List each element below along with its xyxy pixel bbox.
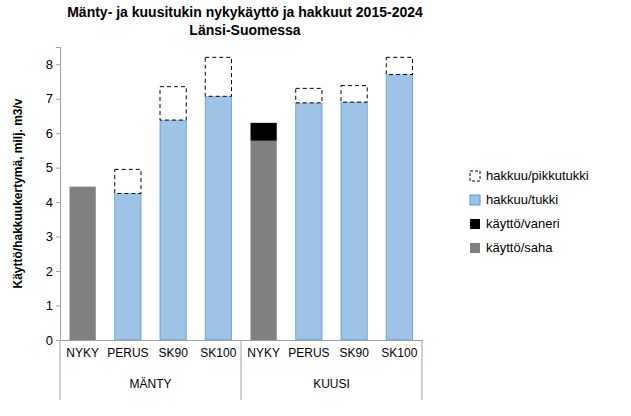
legend-item: käyttö/saha: [470, 240, 553, 255]
y-tick: 3: [46, 229, 60, 244]
y-tick-mark: [56, 64, 60, 65]
y-tick-label: 7: [46, 91, 53, 106]
y-tick-label: 8: [46, 57, 53, 72]
bar-segment: [205, 96, 231, 340]
x-tick: NYKY: [66, 340, 99, 360]
x-tick-label: SK90: [339, 346, 369, 360]
group-separator: [422, 340, 423, 400]
x-tick: NYKY: [247, 340, 280, 360]
group-label: KUUSI: [313, 377, 350, 391]
y-tick: 5: [46, 160, 60, 175]
title: Mänty- ja kuusitukin nykykäyttö ja hakku…: [67, 4, 423, 20]
bar-segment: [70, 187, 96, 340]
x-tick-label: PERUS: [288, 346, 329, 360]
x-tick: SK100: [381, 340, 417, 360]
bars: [70, 57, 413, 340]
y-tick: 6: [46, 126, 60, 141]
bar-segment: [341, 86, 367, 103]
y-tick-label: 1: [46, 298, 53, 313]
y-tick-label: 2: [46, 264, 53, 279]
bar-segment: [386, 57, 412, 74]
x-tick: PERUS: [288, 340, 329, 360]
y-tick-label: 0: [46, 333, 53, 348]
y-tick: 7: [46, 91, 60, 106]
legend-swatch: [470, 243, 480, 253]
bar-segment: [251, 141, 277, 340]
legend-item: hakkuu/pikkutukki: [470, 168, 589, 183]
y-tick-mark: [56, 237, 60, 238]
x-tick-label: SK100: [200, 346, 236, 360]
y-tick: 2: [46, 264, 60, 279]
bar-segment: [115, 194, 141, 341]
legend-item: käyttö/vaneri: [470, 216, 560, 231]
x-tick: SK100: [200, 340, 236, 360]
y-tick-mark: [56, 168, 60, 169]
y-tick: 0: [46, 333, 60, 348]
y-tick-mark: [56, 202, 60, 203]
x-tick-label: NYKY: [66, 346, 99, 360]
y-tick-mark: [56, 133, 60, 134]
x-tick: SK90: [339, 340, 369, 360]
chart: Mänty- ja kuusitukin nykykäyttö ja hakku…: [0, 0, 631, 416]
legend-label: hakkuu/pikkutukki: [486, 168, 589, 183]
y-tick-mark: [56, 306, 60, 307]
legend-label: hakkuu/tukki: [486, 192, 558, 207]
y-axis: 0 1 2 3 4 5 6 7 8: [46, 48, 61, 348]
legend-swatch: [470, 195, 480, 205]
y-tick: 4: [46, 195, 60, 210]
legend: hakkuu/pikkutukki hakkuu/tukki käyttö/vane…: [470, 168, 589, 255]
y-tick-label: 6: [46, 126, 53, 141]
y-tick-mark: [56, 99, 60, 100]
x-tick-label: SK90: [158, 346, 188, 360]
y-axis-title: Käyttö/hakkuukertymä, milj. m3/v: [11, 98, 25, 288]
title: Länsi-Suomessa: [189, 22, 300, 38]
legend-item: hakkuu/tukki: [470, 192, 558, 207]
bar-segment: [296, 103, 322, 340]
group-label: MÄNTY: [130, 377, 172, 391]
y-axis-line: [56, 48, 61, 341]
x-tick-label: SK100: [381, 346, 417, 360]
bar-segment: [115, 169, 141, 193]
x-tick-label: PERUS: [107, 346, 148, 360]
y-tick-label: 3: [46, 229, 53, 244]
legend-swatch: [470, 219, 480, 229]
legend-label: käyttö/saha: [486, 240, 553, 255]
group-separator: [60, 340, 61, 400]
legend-label: käyttö/vaneri: [486, 216, 560, 231]
x-tick: SK90: [158, 340, 188, 360]
x-tick: PERUS: [107, 340, 148, 360]
y-tick-label: 5: [46, 160, 53, 175]
bar-segment: [386, 75, 412, 340]
bar-segment: [160, 120, 186, 340]
y-tick: 8: [46, 57, 60, 72]
y-tick-label: 4: [46, 195, 53, 210]
x-tick-label: NYKY: [247, 346, 280, 360]
y-tick: 1: [46, 298, 60, 313]
y-tick-mark: [56, 340, 60, 341]
bar-segment: [341, 102, 367, 340]
group-separator: [241, 340, 242, 400]
bar-segment: [205, 57, 231, 96]
y-tick-mark: [56, 271, 60, 272]
bar-segment: [160, 87, 186, 120]
legend-swatch: [470, 171, 480, 181]
bar-segment: [296, 88, 322, 102]
bar-segment: [251, 123, 277, 141]
